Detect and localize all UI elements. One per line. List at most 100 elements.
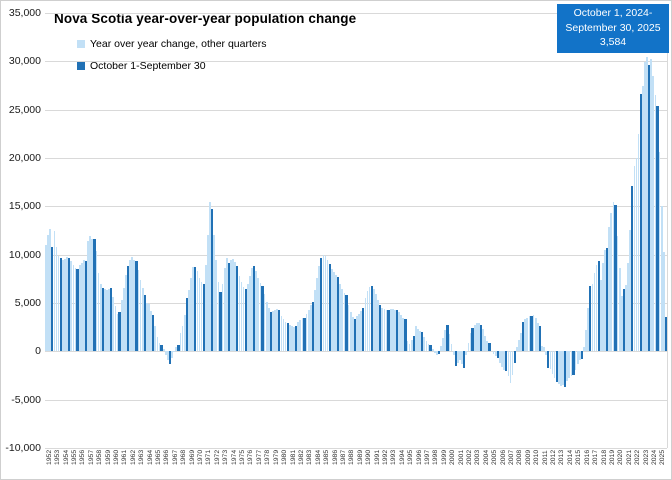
gridline--5000 [45, 399, 667, 401]
bar-1977-q2 [257, 277, 260, 352]
bar-1991-q4-oct-sep [379, 304, 382, 352]
bar-1981-q1 [288, 325, 291, 352]
bar-2021-q1 [625, 284, 627, 352]
bar-1960-q2 [114, 305, 117, 352]
bar-2002-q1 [465, 351, 468, 356]
y-axis-tick-label: 0 [35, 345, 41, 358]
bar-1955-q1 [70, 261, 73, 352]
bar-1967-q2 [173, 351, 176, 353]
bar-1962-q1 [129, 260, 131, 352]
callout-period-line2: September 30, 2025 [565, 21, 661, 34]
bar-1963-q3 [141, 287, 144, 352]
legend-label-other-quarters: Year over year change, other quarters [90, 38, 267, 50]
bar-1969-q2 [190, 277, 192, 352]
bar-2013-q1 [557, 351, 560, 385]
legend-item-oct-sep: October 1-September 30 [77, 60, 206, 72]
bar-2020-q2 [618, 268, 621, 352]
bar-1952-q3 [49, 228, 52, 352]
bar-1997-q2 [425, 340, 428, 352]
x-axis-year-label-1995: 1995 [407, 450, 415, 466]
bar-2008-q3 [520, 332, 522, 352]
bar-2024-q3 [654, 95, 657, 352]
bar-1994-q3 [402, 317, 405, 352]
bar-1978-q3 [267, 307, 270, 352]
bar-1996-q2 [417, 329, 419, 352]
bar-2018-q3 [604, 249, 606, 352]
bar-1990-q4-oct-sep [370, 285, 373, 352]
bar-1972-q1 [213, 235, 215, 352]
bar-1964-q4-oct-sep [152, 314, 155, 352]
x-axis-year-label-1990: 1990 [365, 450, 373, 466]
bar-1973-q1 [221, 283, 224, 352]
bar-2012-q1 [549, 351, 552, 369]
bar-1992-q4-oct-sep [387, 309, 390, 352]
bar-1987-q3 [343, 293, 346, 352]
bar-1963-q4-oct-sep [143, 295, 146, 352]
bar-1965-q4-oct-sep [160, 344, 163, 352]
bar-1993-q3 [394, 309, 396, 352]
legend-item-other-quarters: Year over year change, other quarters [77, 38, 266, 50]
bar-2024-q1 [650, 59, 653, 352]
bar-2017-q4-oct-sep [597, 261, 600, 352]
bar-1994-q1 [398, 311, 400, 352]
bar-2012-q4-oct-sep [555, 351, 558, 383]
bar-2008-q1 [515, 347, 518, 352]
bar-1976-q1 [246, 283, 249, 352]
gridline-10000 [45, 254, 667, 256]
bar-1956-q1 [78, 265, 81, 352]
callout-value: 3,584 [599, 36, 627, 48]
x-axis-year-label-1953: 1953 [54, 450, 62, 466]
bar-2016-q2 [585, 330, 587, 352]
bar-2021-q4-oct-sep [631, 186, 634, 352]
bar-1957-q3 [91, 239, 94, 352]
bar-1968-q3 [183, 314, 186, 352]
bar-1963-q1 [137, 270, 140, 352]
bar-1969-q3 [192, 267, 194, 352]
bar-1990-q3 [368, 286, 371, 352]
bar-2025-q4-oct-sep [664, 316, 668, 352]
x-axis-year-label-1988: 1988 [348, 450, 356, 466]
bar-1982-q2 [299, 320, 302, 352]
bar-1992-q2 [383, 308, 386, 352]
bar-2005-q2 [492, 351, 495, 355]
bar-1997-q1 [423, 336, 426, 352]
bar-1980-q2 [282, 319, 285, 352]
bar-1999-q3 [444, 330, 447, 352]
bar-2006-q4-oct-sep [505, 351, 508, 372]
bar-1961-q4-oct-sep [126, 266, 130, 352]
bar-1984-q3 [318, 266, 321, 352]
bar-1983-q2 [307, 309, 310, 352]
bar-1952-q4-oct-sep [51, 246, 54, 352]
bar-1995-q1 [406, 340, 409, 352]
bar-1956-q4-oct-sep [84, 261, 88, 352]
bar-1968-q4-oct-sep [185, 298, 188, 352]
bar-1976-q3 [251, 268, 253, 352]
bar-2006-q3 [503, 351, 505, 370]
bar-1981-q3 [293, 327, 295, 352]
bar-1954-q2 [64, 258, 66, 352]
x-axis-year-label-1978: 1978 [264, 450, 272, 466]
bar-2015-q4-oct-sep [580, 351, 584, 360]
bar-1957-q4-oct-sep [93, 239, 96, 352]
bar-1958-q3 [99, 283, 102, 352]
bar-1997-q4-oct-sep [429, 344, 432, 352]
bar-1970-q3 [200, 281, 203, 352]
bar-1984-q2 [316, 277, 318, 352]
bar-2015-q1 [574, 351, 577, 370]
bar-1979-q2 [274, 309, 276, 352]
bar-2025-q1 [658, 152, 661, 352]
gridline-15000 [45, 206, 667, 208]
bar-1982-q1 [297, 322, 300, 352]
bar-1974-q2 [232, 258, 234, 352]
bar-2017-q1 [591, 283, 594, 352]
bar-1991-q1 [373, 288, 375, 352]
bar-2000-q2 [450, 343, 453, 352]
bar-1983-q4-oct-sep [311, 302, 315, 352]
bar-2013-q4-oct-sep [563, 351, 567, 388]
bar-2000-q4-oct-sep [454, 351, 457, 367]
bar-2007-q1 [507, 351, 510, 377]
bar-2023-q3 [646, 57, 648, 352]
y-axis-tick-label: 5,000 [14, 297, 41, 309]
